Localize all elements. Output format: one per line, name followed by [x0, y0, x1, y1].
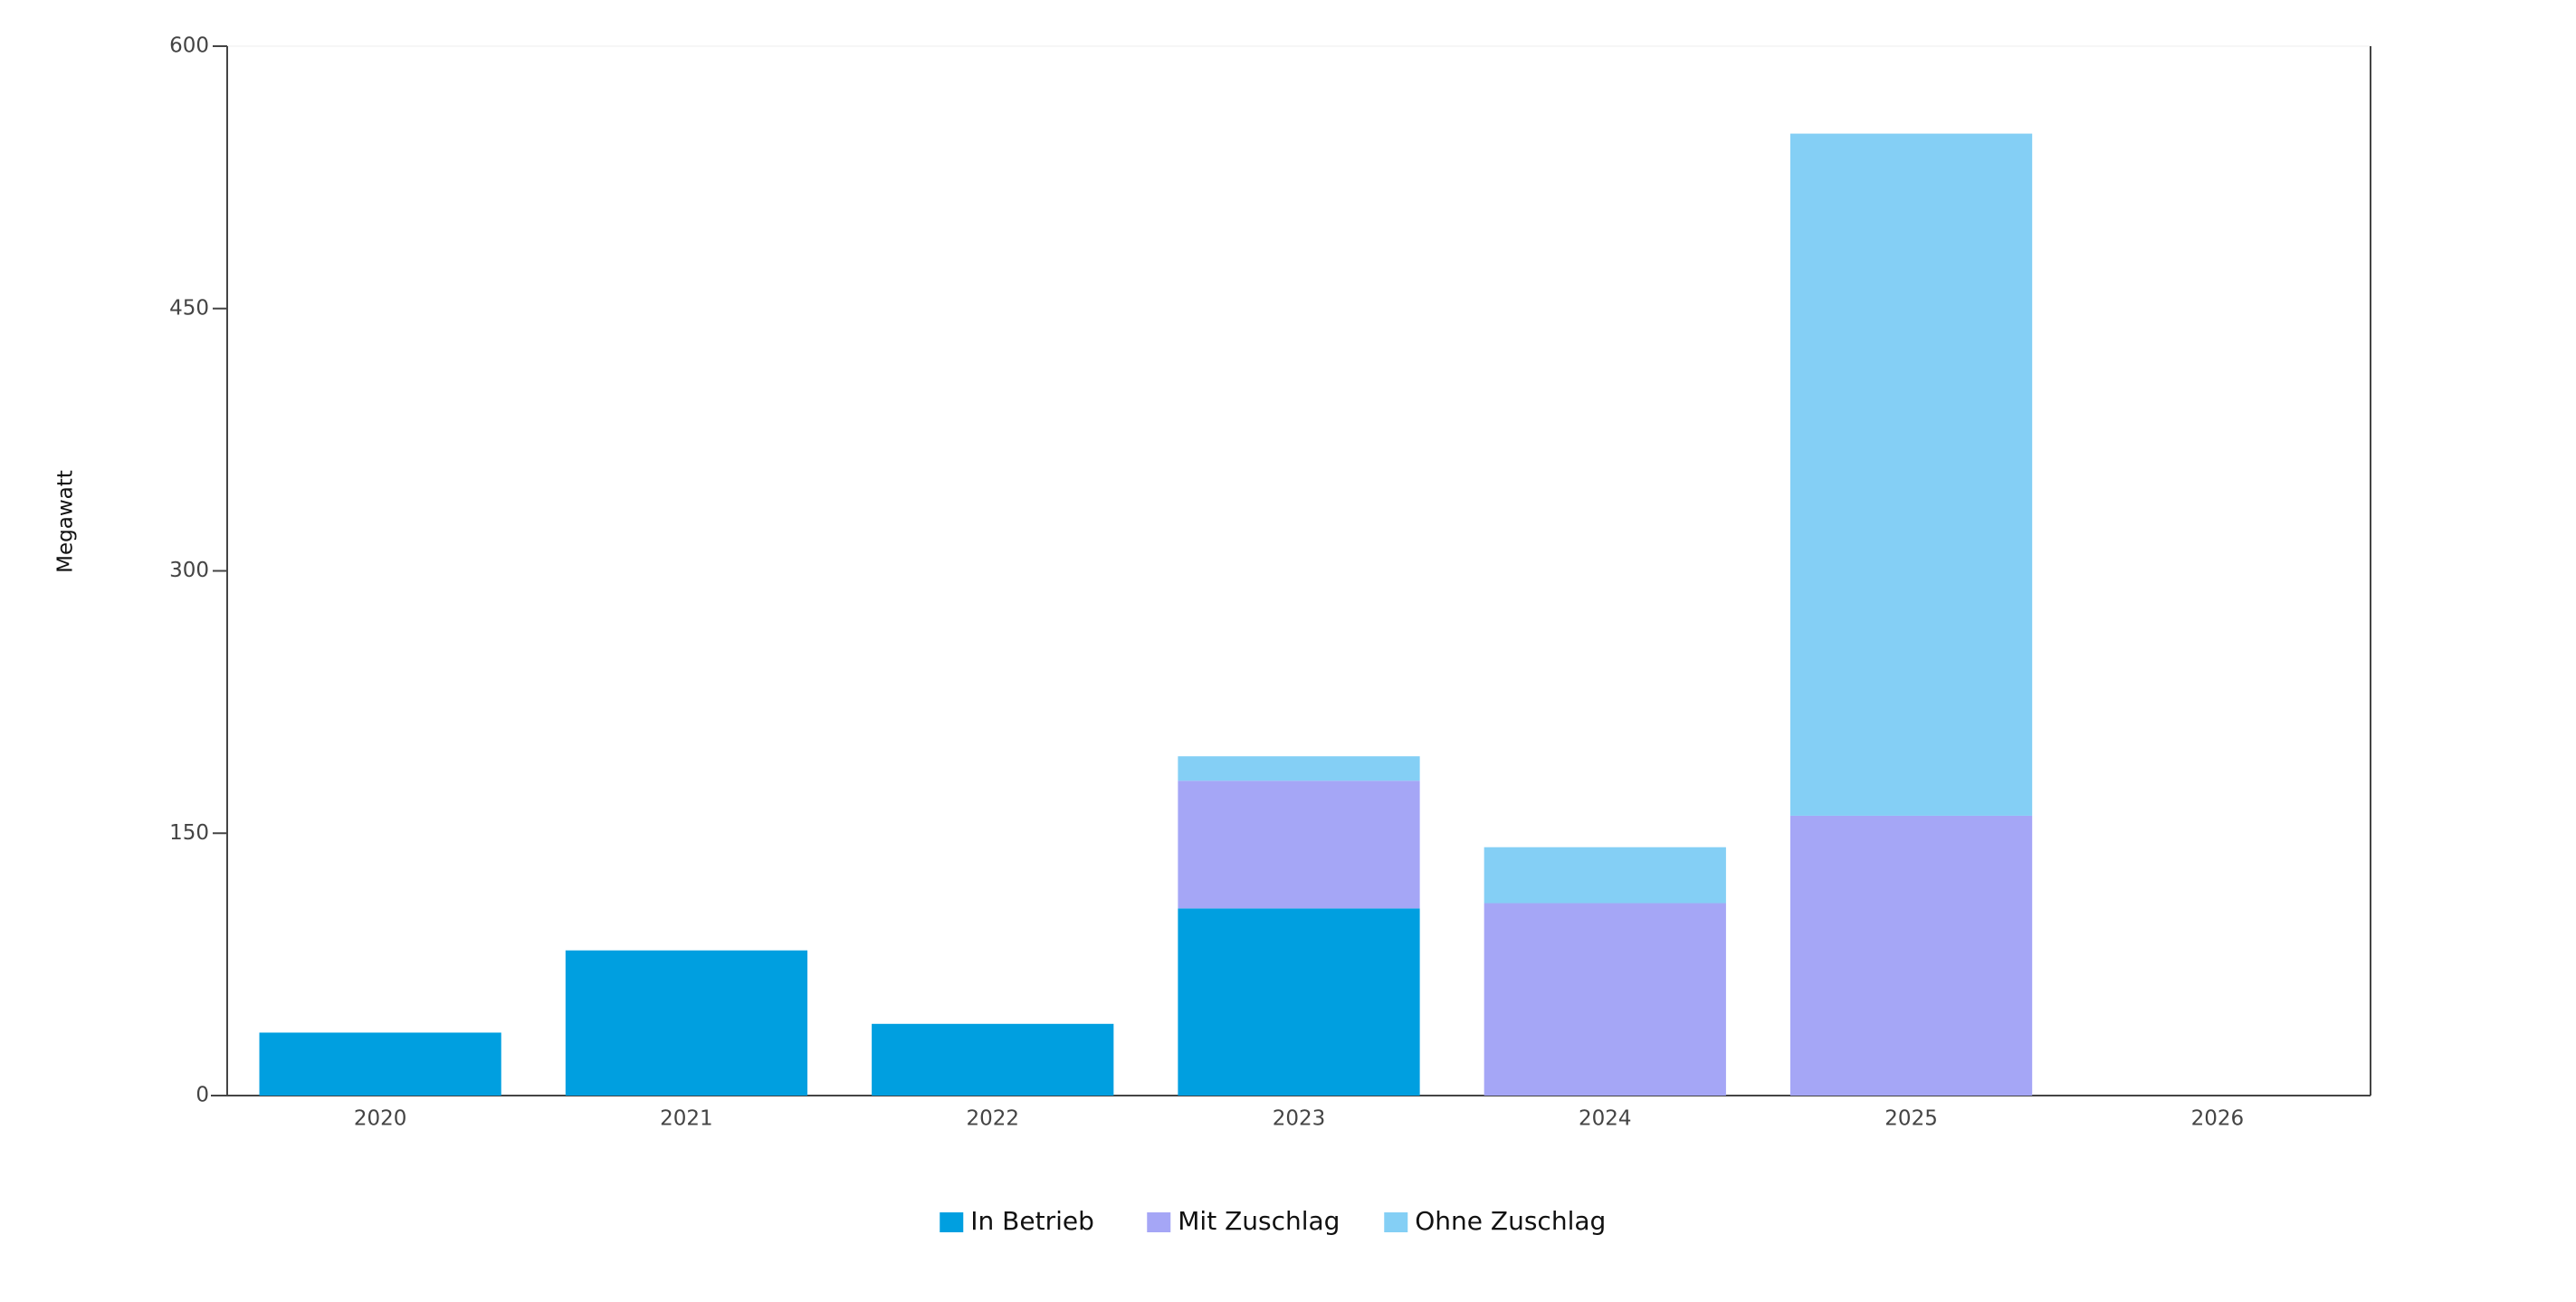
bar-segment — [1178, 780, 1420, 909]
legend-label: In Betrieb — [970, 1206, 1094, 1236]
y-tick-label: 600 — [169, 34, 209, 58]
x-tick-label: 2024 — [1579, 1107, 1632, 1131]
legend-swatch — [1147, 1212, 1171, 1232]
bar-segment — [1178, 908, 1420, 1096]
legend-label: Mit Zuschlag — [1178, 1206, 1340, 1236]
x-tick-label: 2021 — [660, 1107, 713, 1131]
x-tick-label: 2020 — [354, 1107, 407, 1131]
bar-segment — [565, 950, 808, 1096]
bar-segment — [872, 1023, 1114, 1096]
legend-label: Ohne Zuschlag — [1415, 1206, 1606, 1236]
x-tick-label: 2026 — [2191, 1107, 2245, 1131]
bar-segment — [1484, 847, 1726, 904]
bar-segment — [1789, 133, 2033, 816]
y-tick-label: 0 — [196, 1084, 209, 1107]
y-axis-label: Megawatt — [54, 470, 78, 573]
legend-swatch — [940, 1212, 964, 1232]
x-tick-label: 2023 — [1273, 1107, 1326, 1131]
y-tick-label: 300 — [169, 559, 209, 582]
bar-segment — [1484, 903, 1726, 1096]
y-tick-label: 150 — [169, 821, 209, 845]
legend-swatch — [1384, 1212, 1408, 1232]
bar-segment — [1178, 756, 1420, 781]
bar-segment — [259, 1032, 501, 1096]
x-tick-label: 2022 — [966, 1107, 1019, 1131]
x-tick-label: 2025 — [1884, 1107, 1938, 1131]
bar-segment — [1789, 815, 2033, 1096]
y-tick-label: 450 — [169, 296, 209, 320]
